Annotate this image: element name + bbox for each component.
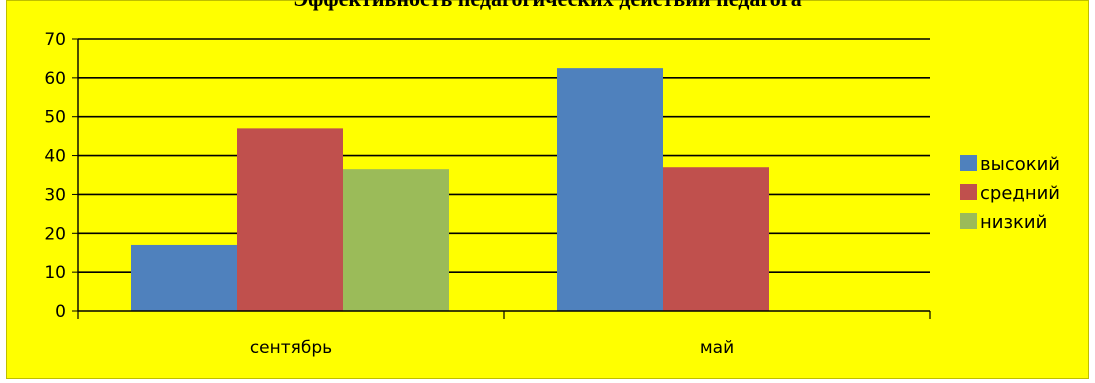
x-tick-label: сентябрь (250, 338, 332, 358)
legend-label: высокий (980, 154, 1060, 175)
bar-высокий-май (557, 68, 663, 312)
gridlines (78, 38, 930, 273)
chart-title: Эффективность педагогических действий пе… (0, 0, 1095, 12)
axes: 0 10 20 30 40 50 60 70 сентябрь май (44, 30, 931, 358)
y-tick-label: 30 (44, 185, 66, 205)
y-tick-label: 70 (44, 30, 66, 50)
y-tick-label: 10 (44, 263, 66, 283)
bar-низкий-сентябрь (343, 169, 449, 311)
legend: высокий средний низкий (960, 154, 1060, 233)
legend-label: средний (980, 183, 1060, 204)
x-tick-label: май (700, 338, 734, 358)
legend-swatch-высокий (960, 155, 977, 171)
bar-средний-май (663, 167, 769, 311)
legend-label: низкий (980, 212, 1047, 233)
y-tick-label: 20 (44, 224, 66, 244)
y-tick-label: 40 (44, 147, 66, 167)
bars (131, 68, 769, 312)
chart-area (6, 0, 1089, 379)
y-tick-label: 60 (44, 69, 66, 89)
y-tick-label: 0 (55, 302, 66, 322)
legend-swatch-средний (960, 184, 977, 200)
legend-swatch-низкий (960, 213, 977, 229)
bar-средний-сентябрь (237, 128, 343, 311)
bar-высокий-сентябрь (131, 244, 237, 311)
y-tick-label: 50 (44, 108, 66, 128)
